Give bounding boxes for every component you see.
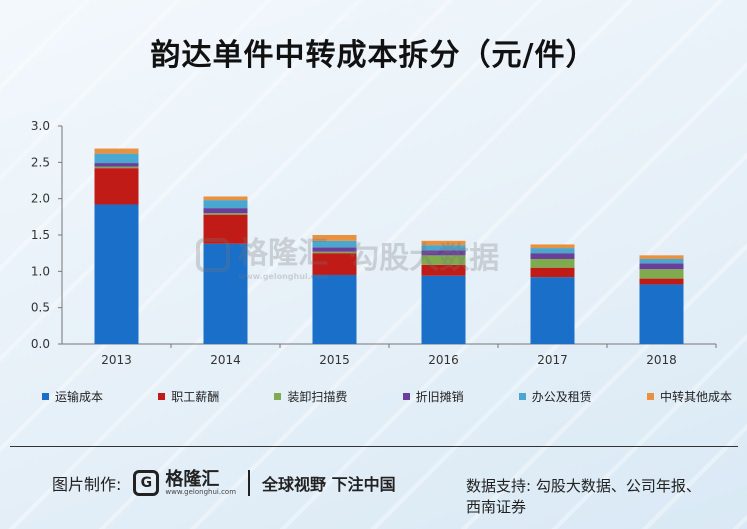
data-source-line1: 数据支持: 勾股大数据、公司年报、 <box>466 477 701 495</box>
legend-label: 装卸扫描费 <box>287 390 348 404</box>
x-tick-label: 2014 <box>210 353 241 367</box>
logo-brand: 格隆汇 <box>165 468 220 490</box>
y-tick-label: 0.5 <box>31 301 50 315</box>
bar-segment <box>203 196 248 201</box>
bar-segment <box>94 153 139 164</box>
bar-segment <box>530 244 575 249</box>
y-tick-label: 1.0 <box>31 264 50 278</box>
chart-title: 韵达单件中转成本拆分（元/件） <box>150 38 597 73</box>
legend-item: 中转其他成本 <box>646 388 732 405</box>
bar-segment <box>312 274 357 344</box>
y-tick-label: 2.5 <box>31 155 50 169</box>
bar-segment <box>639 278 684 285</box>
bar-segment <box>421 240 466 246</box>
y-tick-label: 0.0 <box>31 337 50 351</box>
bar-segment <box>639 269 684 279</box>
watermark-brand: 格隆汇 <box>238 236 328 271</box>
bar-segment <box>94 166 139 169</box>
legend-swatch <box>42 393 49 400</box>
x-tick-label: 2018 <box>646 353 677 367</box>
bar-segment <box>530 248 575 254</box>
bar-segment <box>639 258 684 264</box>
legend-swatch <box>158 393 166 400</box>
footer-credit: 图片制作: G 格隆汇 www.gelonghui.com 全球视野 下注中国 <box>52 470 396 496</box>
bar-segment <box>530 258 575 268</box>
legend-label: 中转其他成本 <box>659 390 732 404</box>
bar-segment <box>421 250 466 256</box>
watermark: 格隆汇 www.gelonghui.com 勾股大数据 <box>196 228 499 281</box>
bar-segment <box>639 263 684 270</box>
bar-segment <box>639 284 684 344</box>
legend-item: 职工薪酬 <box>158 388 219 405</box>
x-tick-label: 2016 <box>428 353 459 367</box>
legend-label: 折旧摊销 <box>415 390 464 404</box>
watermark-site: www.gelonghui.com <box>238 272 330 281</box>
legend-swatch <box>274 393 282 400</box>
watermark-logo-icon <box>196 237 230 272</box>
data-source: 数据支持: 勾股大数据、公司年报、 西南证券 <box>466 476 736 518</box>
bar-segment <box>203 208 248 214</box>
bar-segment <box>639 255 684 259</box>
y-tick-label: 2.0 <box>31 192 50 206</box>
chart-legend: 运输成本 职工薪酬 装卸扫描费 折旧摊销 办公及租赁 中转其他成本 <box>42 388 732 405</box>
bar-segment <box>421 245 466 251</box>
bar-segment <box>312 235 357 241</box>
bar-segment <box>421 264 466 276</box>
footer-separator <box>248 470 251 496</box>
bar-segment <box>94 148 139 154</box>
footer-slogan: 全球视野 下注中国 <box>262 475 396 494</box>
bar-segment <box>94 168 139 205</box>
bar-segment <box>312 240 357 248</box>
bar-segment <box>312 251 357 254</box>
legend-label: 职工薪酬 <box>171 390 220 404</box>
legend-label: 办公及租赁 <box>531 390 592 404</box>
made-by-label: 图片制作: <box>52 475 122 494</box>
legend-item: 装卸扫描费 <box>274 388 347 405</box>
bar-segment <box>94 163 139 167</box>
y-tick-label: 1.5 <box>31 228 50 242</box>
bar-segment <box>421 275 466 344</box>
stacked-bar-chart: 0.0 0.5 1.0 1.5 2.0 2.5 3.0 2013 2014 2015 2016 201… <box>31 119 717 367</box>
legend-swatch <box>518 393 526 400</box>
legend-swatch <box>402 393 410 400</box>
legend-label: 运输成本 <box>55 390 104 404</box>
x-tick-label: 2013 <box>101 353 132 367</box>
legend-item: 运输成本 <box>42 388 103 405</box>
gelonghui-logo-icon: G <box>133 470 160 496</box>
bar-segment <box>421 255 466 265</box>
data-source-line2: 西南证券 <box>466 498 527 516</box>
bar-segment <box>94 204 139 344</box>
legend-item: 折旧摊销 <box>402 388 464 405</box>
bar-segment <box>530 277 575 344</box>
footer-divider <box>10 446 738 447</box>
x-tick-label: 2015 <box>319 353 350 367</box>
legend-swatch <box>646 393 654 400</box>
legend-item: 办公及租赁 <box>518 388 592 405</box>
y-tick-label: 3.0 <box>31 119 50 133</box>
watermark-text: 勾股大数据 <box>349 240 500 276</box>
bar-segment <box>312 253 357 275</box>
bar-segment <box>530 267 575 278</box>
bar-segment <box>203 243 248 344</box>
bar-segment <box>530 253 575 259</box>
gelonghui-logo: G 格隆汇 www.gelonghui.com <box>133 470 236 496</box>
x-tick-label: 2017 <box>537 353 568 367</box>
bar-segment <box>203 200 248 209</box>
logo-site: www.gelonghui.com <box>165 487 237 496</box>
bar-segment <box>312 247 357 252</box>
bar-segment <box>203 213 248 215</box>
